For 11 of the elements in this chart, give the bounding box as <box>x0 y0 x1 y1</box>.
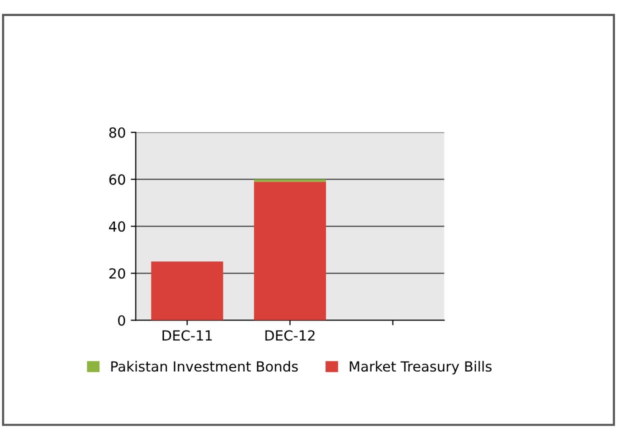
y-tick-label: 0 <box>118 315 126 326</box>
y-tick-label: 20 <box>109 268 126 279</box>
x-tick-label: DEC-12 <box>265 330 315 341</box>
y-tick-label: 40 <box>109 221 126 232</box>
legend-label: Market Treasury Bills <box>350 360 492 374</box>
legend-label: Pakistan Investment Bonds <box>111 360 298 372</box>
x-tick-label: DEC-11 <box>162 330 212 341</box>
y-tick-label: 60 <box>109 174 126 185</box>
bar <box>254 182 326 320</box>
bar <box>151 262 224 320</box>
y-tick-label: 80 <box>109 127 126 138</box>
